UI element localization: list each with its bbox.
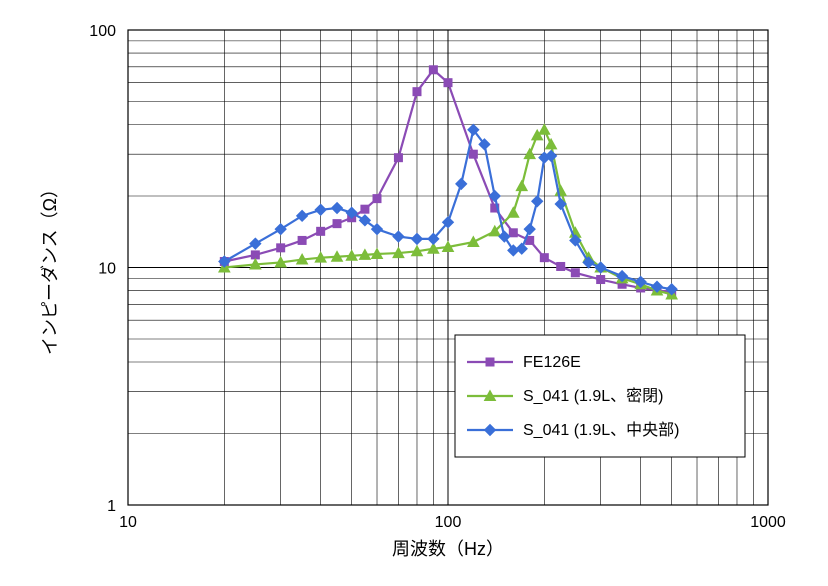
svg-text:100: 100: [435, 514, 462, 531]
legend: FE126E S_041 (1.9L、密閉) S_041 (1.9L、中央部): [455, 335, 745, 457]
svg-text:10: 10: [98, 261, 116, 278]
y-axis-label: インピーダンス（Ω）: [40, 180, 60, 355]
svg-text:100: 100: [89, 23, 116, 40]
chart-svg: 101001000110100周波数（Hz）インピーダンス（Ω）FE126ES_…: [0, 0, 828, 586]
svg-text:1: 1: [107, 498, 116, 515]
impedance-chart: 101001000110100周波数（Hz）インピーダンス（Ω）FE126ES_…: [0, 0, 828, 586]
legend-item-label: S_041 (1.9L、密閉): [523, 387, 664, 405]
legend-item-label: FE126E: [523, 354, 581, 371]
x-axis-label: 周波数（Hz）: [392, 539, 504, 559]
legend-item-label: S_041 (1.9L、中央部): [523, 421, 680, 439]
svg-text:10: 10: [119, 514, 137, 531]
svg-text:1000: 1000: [750, 514, 786, 531]
